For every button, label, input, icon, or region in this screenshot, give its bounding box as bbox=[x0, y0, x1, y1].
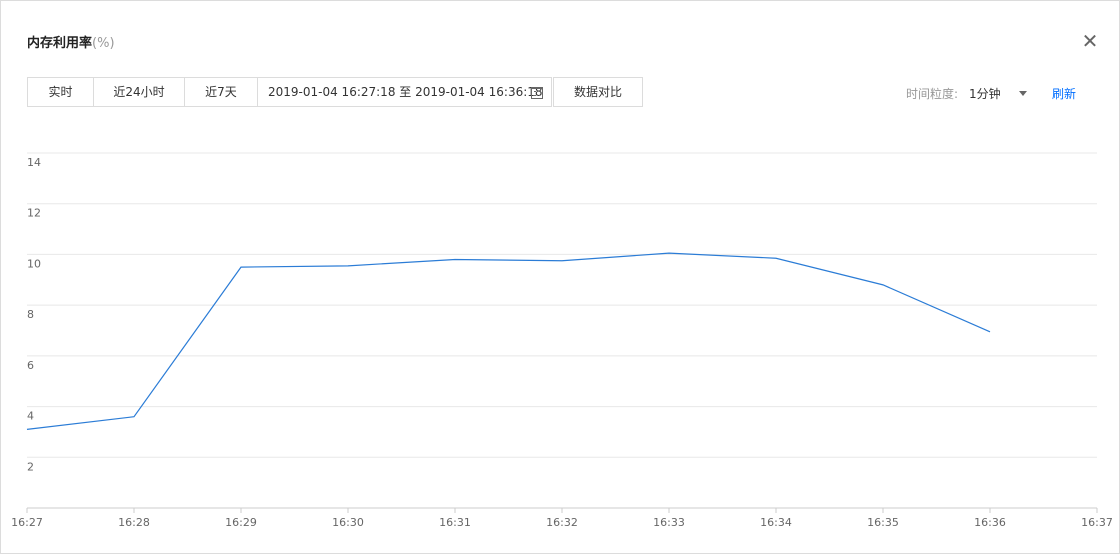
data-compare-button[interactable]: 数据对比 bbox=[553, 77, 643, 107]
x-tick-label: 16:36 bbox=[974, 516, 1006, 529]
time-range-toolbar: 实时 近24小时 近7天 2019-01-04 16:27:18 至 2019-… bbox=[27, 77, 643, 107]
calendar-icon[interactable] bbox=[531, 87, 543, 99]
refresh-link[interactable]: 刷新 bbox=[1052, 87, 1077, 101]
dialog-title: 内存利用率(%) bbox=[27, 32, 115, 51]
x-tick-label: 16:27 bbox=[11, 516, 43, 529]
close-icon[interactable]: ✕ bbox=[1081, 29, 1099, 53]
y-tick-label: 2 bbox=[27, 460, 34, 473]
last-7d-button[interactable]: 近7天 bbox=[184, 77, 258, 107]
granularity-label: 时间粒度: bbox=[906, 87, 959, 101]
y-tick-label: 4 bbox=[27, 410, 34, 423]
granularity-select[interactable]: 1分钟 bbox=[969, 87, 1001, 101]
x-tick-label: 16:34 bbox=[760, 516, 792, 529]
y-tick-label: 8 bbox=[27, 308, 34, 321]
x-tick-label: 16:31 bbox=[439, 516, 471, 529]
realtime-button[interactable]: 实时 bbox=[27, 77, 94, 107]
y-tick-label: 6 bbox=[27, 359, 34, 372]
x-tick-label: 16:28 bbox=[118, 516, 150, 529]
last-24h-button[interactable]: 近24小时 bbox=[93, 77, 185, 107]
series-line bbox=[26, 252, 991, 430]
x-tick-label: 16:33 bbox=[653, 516, 685, 529]
y-tick-label: 14 bbox=[27, 156, 41, 169]
chevron-down-icon[interactable] bbox=[1019, 91, 1027, 96]
x-tick-label: 16:29 bbox=[225, 516, 257, 529]
y-tick-label: 12 bbox=[27, 207, 41, 220]
x-tick-label: 16:37 bbox=[1081, 516, 1113, 529]
y-tick-label: 10 bbox=[27, 257, 41, 270]
x-tick-label: 16:35 bbox=[867, 516, 899, 529]
date-range-picker[interactable]: 2019-01-04 16:27:18 至 2019-01-04 16:36:1… bbox=[257, 77, 552, 107]
title-text: 内存利用率 bbox=[27, 36, 93, 51]
x-tick-label: 16:30 bbox=[332, 516, 364, 529]
x-tick-label: 16:32 bbox=[546, 516, 578, 529]
date-range-text: 2019-01-04 16:27:18 至 2019-01-04 16:36:1… bbox=[268, 85, 543, 99]
title-unit: (%) bbox=[92, 36, 115, 51]
